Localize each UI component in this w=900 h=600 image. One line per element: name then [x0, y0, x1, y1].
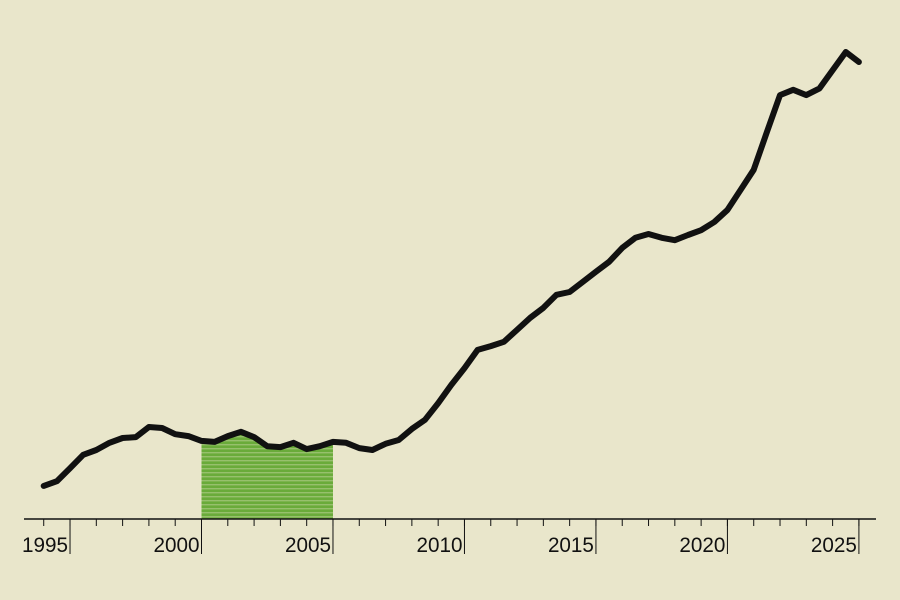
- x-tick-label: 2025: [811, 534, 857, 557]
- x-tick-label: 2015: [548, 534, 594, 557]
- x-tick-label: 2010: [416, 534, 462, 557]
- x-tick-label: 2005: [285, 534, 331, 557]
- x-tick-label: 2000: [154, 534, 200, 557]
- plot: 1995 2000 2005 2010 2015 2020 2025: [22, 49, 876, 557]
- x-tick-label: 2020: [679, 534, 725, 557]
- data-line: [40, 49, 862, 489]
- x-tick-label: 1995: [22, 534, 68, 557]
